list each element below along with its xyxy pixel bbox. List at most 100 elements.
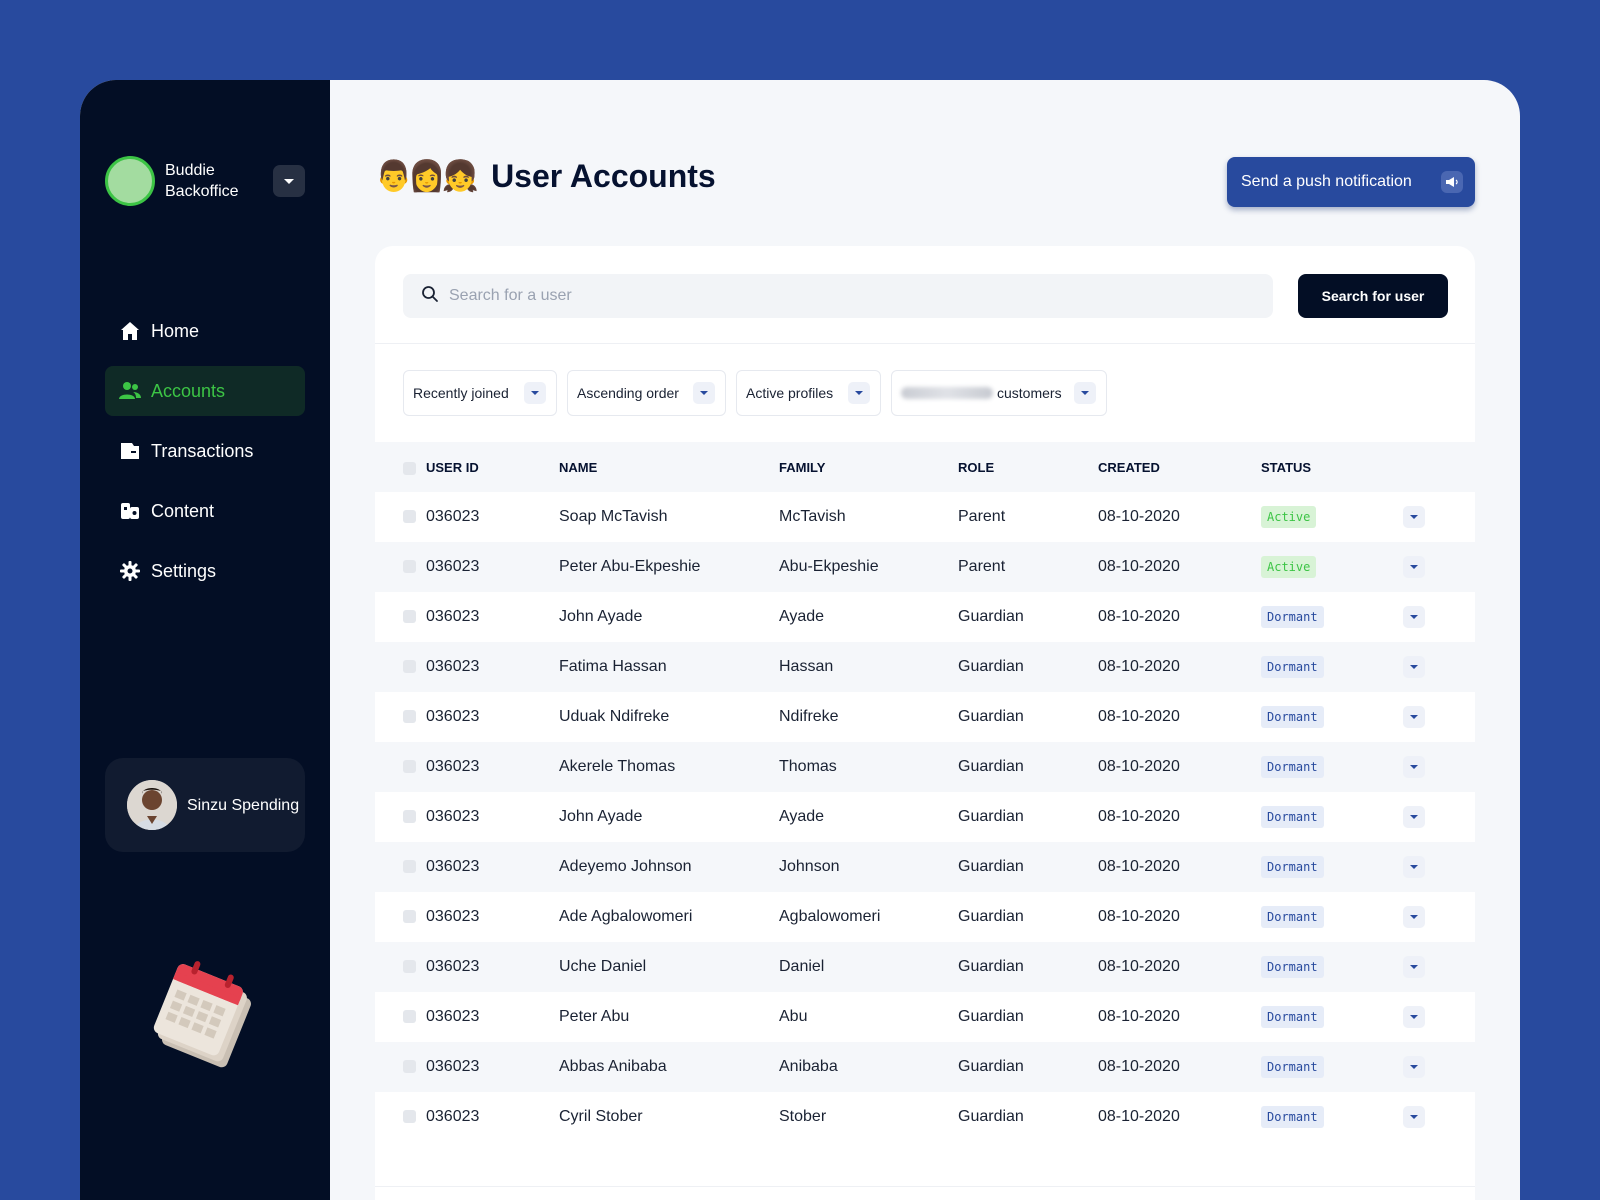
table-row[interactable]: 036023 Cyril Stober Stober Guardian 08-10-20… bbox=[375, 1092, 1475, 1142]
cell-status: Dormant bbox=[1261, 742, 1403, 792]
table-row[interactable]: 036023 Adeyemo Johnson Johnson Guardian 08-1… bbox=[375, 842, 1475, 892]
cell-user-id: 036023 bbox=[426, 942, 559, 992]
chevron-down-icon bbox=[1410, 1065, 1418, 1069]
column-header-role[interactable]: ROLE bbox=[958, 442, 1098, 492]
sidebar-item-label: Home bbox=[151, 320, 200, 341]
sidebar-item-transactions[interactable]: Transactions bbox=[105, 426, 305, 476]
row-checkbox[interactable] bbox=[403, 760, 416, 774]
filter-recently-joined[interactable]: Recently joined bbox=[403, 370, 557, 416]
sidebar-item-home[interactable]: Home bbox=[105, 306, 305, 356]
row-checkbox[interactable] bbox=[403, 860, 416, 874]
cell-status: Dormant bbox=[1261, 892, 1403, 942]
table-row[interactable]: 036023 John Ayade Ayade Guardian 08-10-2020 D… bbox=[375, 592, 1475, 642]
search-field[interactable] bbox=[403, 274, 1273, 318]
row-actions-dropdown[interactable] bbox=[1403, 856, 1425, 878]
row-actions-dropdown[interactable] bbox=[1403, 956, 1425, 978]
search-icon bbox=[421, 285, 439, 308]
column-header-created[interactable]: CREATED bbox=[1098, 442, 1261, 492]
wallet-icon bbox=[119, 440, 141, 462]
table-row[interactable]: 036023 Uche Daniel Daniel Guardian 08-10-202… bbox=[375, 942, 1475, 992]
row-actions-dropdown[interactable] bbox=[1403, 656, 1425, 678]
table-footer-divider bbox=[375, 1186, 1475, 1187]
select-all-checkbox[interactable] bbox=[403, 461, 416, 475]
chevron-down-icon bbox=[693, 382, 715, 404]
cell-created: 08-10-2020 bbox=[1098, 842, 1261, 892]
row-checkbox[interactable] bbox=[403, 1010, 416, 1024]
cell-family: Ayade bbox=[779, 808, 825, 825]
cell-user-id: 036023 bbox=[426, 808, 480, 825]
row-actions-dropdown[interactable] bbox=[1403, 706, 1425, 728]
users-icon bbox=[119, 380, 141, 402]
app-window: Buddie Backoffice Home Accounts bbox=[80, 80, 1520, 1200]
row-checkbox[interactable] bbox=[403, 610, 416, 624]
chevron-down-icon bbox=[1410, 515, 1418, 519]
cell-status: Dormant bbox=[1261, 792, 1403, 842]
user-profile-card[interactable]: Sinzu Spending bbox=[105, 758, 305, 852]
chevron-down-icon bbox=[1410, 1015, 1418, 1019]
table-row[interactable]: 036023 Peter Abu-Ekpeshie Abu-Ekpeshie Pare… bbox=[375, 542, 1475, 592]
filter-label: Recently joined bbox=[413, 385, 509, 401]
cell-status: Dormant bbox=[1261, 1092, 1403, 1142]
status-badge: Dormant bbox=[1261, 1006, 1324, 1028]
search-input[interactable] bbox=[449, 287, 1229, 305]
search-for-user-button[interactable]: Search for user bbox=[1298, 274, 1448, 318]
row-checkbox[interactable] bbox=[403, 560, 416, 574]
row-actions-dropdown[interactable] bbox=[1403, 556, 1425, 578]
column-header-name[interactable]: NAME bbox=[559, 442, 779, 492]
row-actions-dropdown[interactable] bbox=[1403, 756, 1425, 778]
row-actions-dropdown[interactable] bbox=[1403, 806, 1425, 828]
row-checkbox[interactable] bbox=[403, 1060, 416, 1074]
row-actions-dropdown[interactable] bbox=[1403, 606, 1425, 628]
row-checkbox[interactable] bbox=[403, 710, 416, 724]
chevron-down-icon bbox=[284, 178, 294, 184]
table-row[interactable]: 036023 John Ayade Ayade Guardian 08-10-2020 D… bbox=[375, 792, 1475, 842]
sidebar: Buddie Backoffice Home Accounts bbox=[80, 80, 330, 1200]
brand-switcher-button[interactable] bbox=[273, 165, 305, 197]
row-checkbox[interactable] bbox=[403, 960, 416, 974]
row-checkbox[interactable] bbox=[403, 660, 416, 674]
chevron-down-icon bbox=[848, 382, 870, 404]
chevron-down-icon bbox=[1410, 765, 1418, 769]
table-header-row: USER ID NAME FAMILY ROLE CREATED STATUS bbox=[375, 442, 1475, 492]
sidebar-item-settings[interactable]: Settings bbox=[105, 546, 305, 596]
cell-created: 08-10-2020 bbox=[1098, 1108, 1180, 1125]
filter-ascending-order[interactable]: Ascending order bbox=[567, 370, 726, 416]
row-actions-dropdown[interactable] bbox=[1403, 906, 1425, 928]
table-row[interactable]: 036023 Ade Agbalowomeri Agbalowomeri Guardi… bbox=[375, 892, 1475, 942]
status-badge: Dormant bbox=[1261, 1056, 1324, 1078]
row-actions-dropdown[interactable] bbox=[1403, 1056, 1425, 1078]
column-header-status[interactable]: STATUS bbox=[1261, 442, 1403, 492]
sidebar-item-accounts[interactable]: Accounts bbox=[105, 366, 305, 416]
table-row[interactable]: 036023 Abbas Anibaba Anibaba Guardian 08-10-… bbox=[375, 1042, 1475, 1092]
cell-status: Dormant bbox=[1261, 1042, 1403, 1092]
column-header-user-id[interactable]: USER ID bbox=[426, 442, 559, 492]
cell-status: Dormant bbox=[1261, 692, 1403, 742]
row-actions-dropdown[interactable] bbox=[1403, 1106, 1425, 1128]
cell-created: 08-10-2020 bbox=[1098, 708, 1180, 725]
row-actions-dropdown[interactable] bbox=[1403, 506, 1425, 528]
table-row[interactable]: 036023 Peter Abu Abu Guardian 08-10-2020 Dorm… bbox=[375, 992, 1475, 1042]
table-row[interactable]: 036023 Uduak Ndifreke Ndifreke Guardian 08-1… bbox=[375, 692, 1475, 742]
table-body: 036023 Soap McTavish McTavish Parent 08-10-2… bbox=[375, 492, 1475, 1142]
row-actions-dropdown[interactable] bbox=[1403, 1006, 1425, 1028]
status-badge: Dormant bbox=[1261, 806, 1324, 828]
cell-role: Guardian bbox=[958, 1108, 1024, 1125]
redacted-bank-name bbox=[901, 387, 993, 399]
chevron-down-icon bbox=[1410, 565, 1418, 569]
row-checkbox[interactable] bbox=[403, 1110, 416, 1124]
row-checkbox[interactable] bbox=[403, 910, 416, 924]
row-checkbox[interactable] bbox=[403, 810, 416, 824]
accounts-table: USER ID NAME FAMILY ROLE CREATED STATUS … bbox=[375, 442, 1475, 1142]
cell-role: Parent bbox=[958, 542, 1098, 592]
cell-family: Abu bbox=[779, 1008, 808, 1025]
cell-created: 08-10-2020 bbox=[1098, 808, 1180, 825]
sidebar-item-content[interactable]: Content bbox=[105, 486, 305, 536]
send-push-notification-button[interactable]: Send a push notification bbox=[1227, 157, 1475, 207]
column-header-family[interactable]: FAMILY bbox=[779, 442, 958, 492]
filter-active-profiles[interactable]: Active profiles bbox=[736, 370, 881, 416]
table-row[interactable]: 036023 Fatima Hassan Hassan Guardian 08-10-2… bbox=[375, 642, 1475, 692]
table-row[interactable]: 036023 Soap McTavish McTavish Parent 08-10-2… bbox=[375, 492, 1475, 542]
filter-customers[interactable]: customers bbox=[891, 370, 1107, 416]
table-row[interactable]: 036023 Akerele Thomas Thomas Guardian 08-10-… bbox=[375, 742, 1475, 792]
row-checkbox[interactable] bbox=[403, 510, 416, 524]
